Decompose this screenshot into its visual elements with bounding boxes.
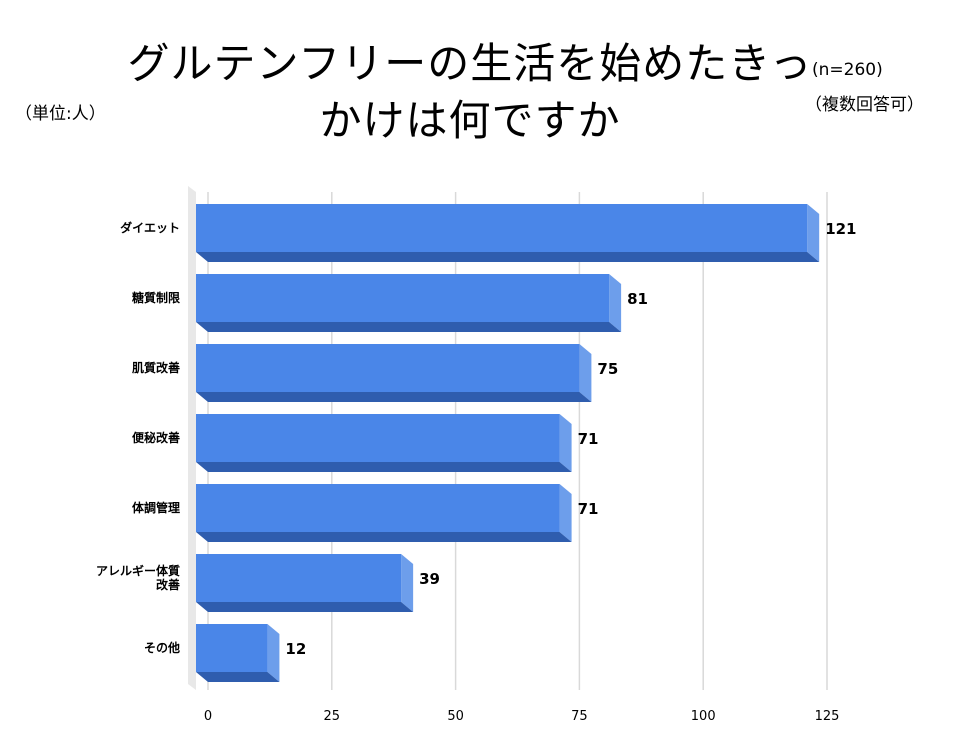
x-tick-label-75: 75: [571, 709, 588, 724]
chart-title-line-1: グルテンフリーの生活を始めたきっ: [127, 39, 813, 88]
answer-type-label: （複数回答可）: [805, 95, 924, 115]
bar-6: [196, 624, 268, 672]
chart-title-line-2: かけは何ですか: [319, 96, 621, 145]
bar-bottom-2: [196, 392, 592, 402]
value-label-1: 81: [627, 290, 648, 308]
bar-3: [196, 414, 560, 462]
bar-group-4: 71 体調管理: [132, 484, 598, 542]
bar-side-4: [559, 484, 572, 542]
bar-side-6: [267, 624, 280, 682]
bar-0: [196, 204, 808, 252]
value-label-0: 121: [825, 220, 856, 238]
bar-group-6: 12 その他: [144, 624, 306, 682]
bar-1: [196, 274, 610, 322]
bar-group-0: 121 ダイエット: [120, 204, 857, 262]
bar-side-0: [807, 204, 820, 262]
bar-4: [196, 484, 560, 532]
bar-bottom-3: [196, 462, 572, 472]
value-label-6: 12: [285, 640, 306, 658]
bar-side-1: [609, 274, 622, 332]
x-tick-label-50: 50: [447, 709, 464, 724]
bar-bottom-6: [196, 672, 280, 682]
axis-wall: [188, 186, 196, 690]
sample-size-label: (n=260): [812, 60, 883, 80]
value-label-3: 71: [578, 430, 599, 448]
bar-bottom-0: [196, 252, 820, 262]
category-label-2: 肌質改善: [131, 360, 180, 375]
value-label-2: 75: [597, 360, 618, 378]
bar-group-1: 81 糖質制限: [132, 274, 648, 332]
x-tick-label-125: 125: [815, 709, 840, 724]
value-label-5: 39: [419, 570, 440, 588]
x-tick-label-25: 25: [324, 709, 341, 724]
category-label-4: 体調管理: [132, 500, 180, 515]
bar-group-3: 71 便秘改善: [132, 414, 598, 472]
bar-side-5: [401, 554, 414, 612]
bar-side-2: [579, 344, 592, 402]
category-label-5-0: アレルギー体質: [96, 563, 180, 578]
bar-bottom-5: [196, 602, 414, 612]
unit-label: （単位:人）: [15, 104, 106, 124]
bar-2: [196, 344, 580, 392]
value-label-4: 71: [578, 500, 599, 518]
bar-group-2: 75 肌質改善: [131, 344, 618, 402]
category-label-1: 糖質制限: [132, 290, 180, 305]
category-label-3: 便秘改善: [132, 430, 180, 445]
bar-bottom-1: [196, 322, 622, 332]
bar-side-3: [559, 414, 572, 472]
bar-5: [196, 554, 402, 602]
category-label-6: その他: [144, 640, 180, 655]
x-tick-label-0: 0: [204, 709, 212, 724]
category-label-0: ダイエット: [120, 220, 180, 235]
x-tick-label-100: 100: [691, 709, 716, 724]
bar-bottom-4: [196, 532, 572, 542]
category-label-5-1: 改善: [156, 577, 180, 592]
